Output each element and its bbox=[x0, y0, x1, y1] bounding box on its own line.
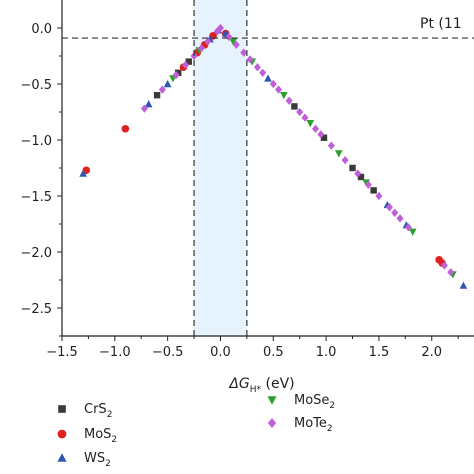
point-crs2 bbox=[185, 58, 192, 65]
legend-label-crs2: CrS2 bbox=[84, 402, 112, 420]
point-mote2 bbox=[312, 124, 320, 133]
point-crs2 bbox=[349, 164, 356, 172]
point-crs2 bbox=[370, 187, 377, 194]
y-tick-label: −1.5 bbox=[20, 190, 52, 205]
point-mote2 bbox=[285, 96, 293, 105]
point-mote2 bbox=[246, 55, 254, 64]
point-mote2 bbox=[341, 156, 349, 165]
point-crs2 bbox=[175, 69, 182, 76]
point-mose2 bbox=[229, 38, 237, 46]
point-mote2 bbox=[296, 107, 304, 117]
point-mote2 bbox=[404, 223, 413, 232]
legend-label-ws2: WS2 bbox=[84, 451, 111, 469]
point-mos2 bbox=[121, 125, 130, 133]
point-mote2 bbox=[391, 208, 399, 217]
point-mote2 bbox=[447, 268, 455, 277]
axes: −1.5 −1.0 −0.5 0.0 0.5 1.0 1.5 2.0 0.0 −0.5 −1.0 −1… bbox=[20, 0, 474, 360]
point-mose2 bbox=[408, 228, 417, 236]
point-mote2 bbox=[385, 203, 394, 212]
point-mote2 bbox=[140, 104, 148, 113]
legend-label-mote2: MoTe2 bbox=[294, 416, 333, 434]
y-tick-label: −1.0 bbox=[20, 134, 52, 149]
point-ws2 bbox=[264, 74, 272, 82]
x-tick-label: 1.5 bbox=[369, 345, 390, 360]
point-mose2 bbox=[280, 92, 288, 100]
y-tick-label: 0.0 bbox=[31, 22, 52, 37]
x-tick-label: −0.5 bbox=[152, 345, 184, 360]
point-mote2 bbox=[269, 79, 277, 89]
legend-marker-crs2 bbox=[58, 405, 66, 413]
point-ws2 bbox=[459, 281, 468, 289]
point-mote2 bbox=[197, 44, 205, 53]
legend: CrS2 MoS2 WS2 MoSe2 MoTe2 bbox=[57, 393, 335, 469]
x-tick-label: 0.0 bbox=[210, 345, 231, 360]
point-mote2 bbox=[158, 85, 166, 94]
data-points bbox=[79, 23, 468, 289]
point-crs2 bbox=[320, 134, 328, 141]
point-mote2 bbox=[275, 85, 283, 94]
legend-marker-ws2 bbox=[57, 453, 67, 462]
point-mote2 bbox=[317, 130, 325, 139]
legend-marker-mote2 bbox=[267, 418, 277, 428]
point-crs2 bbox=[153, 92, 161, 99]
point-mote2 bbox=[327, 141, 335, 150]
point-mote2 bbox=[216, 23, 224, 33]
legend-marker-mos2 bbox=[57, 429, 67, 439]
x-tick-label: −1.0 bbox=[99, 345, 131, 360]
x-tick-label: −1.5 bbox=[46, 345, 78, 360]
y-tick-label: −2.0 bbox=[20, 246, 52, 261]
legend-marker-mose2 bbox=[267, 396, 277, 405]
point-mote2 bbox=[440, 261, 448, 270]
legend-label-mose2: MoSe2 bbox=[294, 393, 335, 411]
reference-label: Pt (11 bbox=[420, 16, 462, 32]
point-mote2 bbox=[364, 180, 372, 189]
y-tick-label: −2.5 bbox=[20, 302, 52, 317]
point-ws2 bbox=[144, 100, 153, 108]
point-mote2 bbox=[375, 191, 383, 201]
x-axis-title: ΔGH* (eV) bbox=[228, 376, 294, 395]
point-mote2 bbox=[259, 68, 267, 77]
point-crs2 bbox=[357, 173, 365, 181]
y-tick-label: −0.5 bbox=[20, 78, 52, 93]
point-mote2 bbox=[182, 60, 190, 70]
point-mote2 bbox=[204, 37, 212, 46]
point-ws2 bbox=[163, 80, 172, 88]
x-tick-label: 2.0 bbox=[421, 345, 442, 360]
point-mote2 bbox=[253, 63, 261, 72]
legend-label-mos2: MoS2 bbox=[84, 427, 117, 445]
point-mose2 bbox=[306, 120, 315, 128]
point-mote2 bbox=[396, 214, 404, 223]
point-crs2 bbox=[291, 103, 298, 110]
point-ws2 bbox=[79, 169, 87, 177]
point-mote2 bbox=[354, 169, 362, 178]
point-mote2 bbox=[301, 113, 309, 122]
point-mote2 bbox=[172, 70, 180, 80]
x-tick-label: 1.0 bbox=[316, 345, 337, 360]
point-mote2 bbox=[240, 48, 248, 57]
point-mote2 bbox=[232, 40, 240, 49]
point-mose2 bbox=[334, 150, 343, 158]
x-tick-label: 0.5 bbox=[263, 345, 284, 360]
point-mote2 bbox=[225, 32, 233, 42]
highlight-band bbox=[194, 0, 247, 336]
